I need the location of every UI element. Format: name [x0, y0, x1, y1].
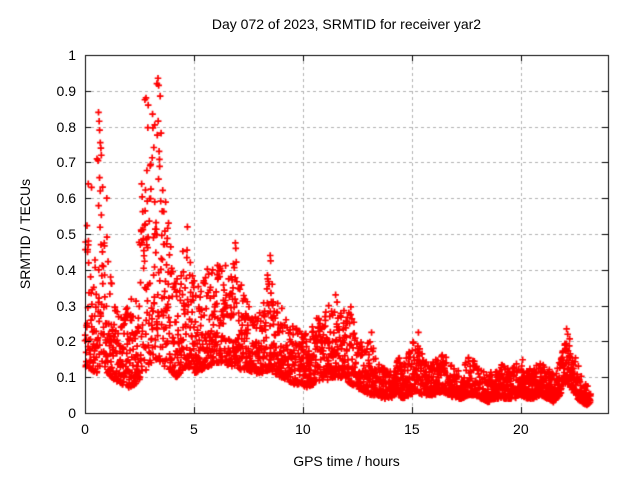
chart-title: Day 072 of 2023, SRMTID for receiver yar…	[211, 16, 482, 32]
x-axis-label: GPS time / hours	[293, 453, 400, 469]
y-tick-label: 0.6	[56, 190, 76, 207]
y-tick-label: 0.8	[56, 118, 76, 135]
y-tick-label: 0	[68, 405, 76, 421]
y-axis-label: SRMTID / TECUs	[17, 178, 33, 290]
y-tick-label: 0.1	[56, 369, 76, 386]
y-tick-label: 0.5	[56, 226, 76, 242]
y-tick-label: 0.2	[56, 333, 76, 350]
x-tick-label: 10	[295, 421, 311, 437]
y-tick-label: 0.7	[56, 154, 76, 171]
x-tick-label: 0	[81, 421, 89, 437]
y-tick-label: 0.9	[56, 82, 76, 99]
y-tick-label: 0.3	[56, 297, 76, 314]
y-tick-label: 0.4	[56, 261, 76, 278]
x-tick-label: 5	[190, 421, 198, 437]
x-tick-label: 15	[404, 421, 420, 437]
x-tick-label: 20	[513, 421, 529, 437]
y-tick-label: 1	[68, 47, 76, 63]
